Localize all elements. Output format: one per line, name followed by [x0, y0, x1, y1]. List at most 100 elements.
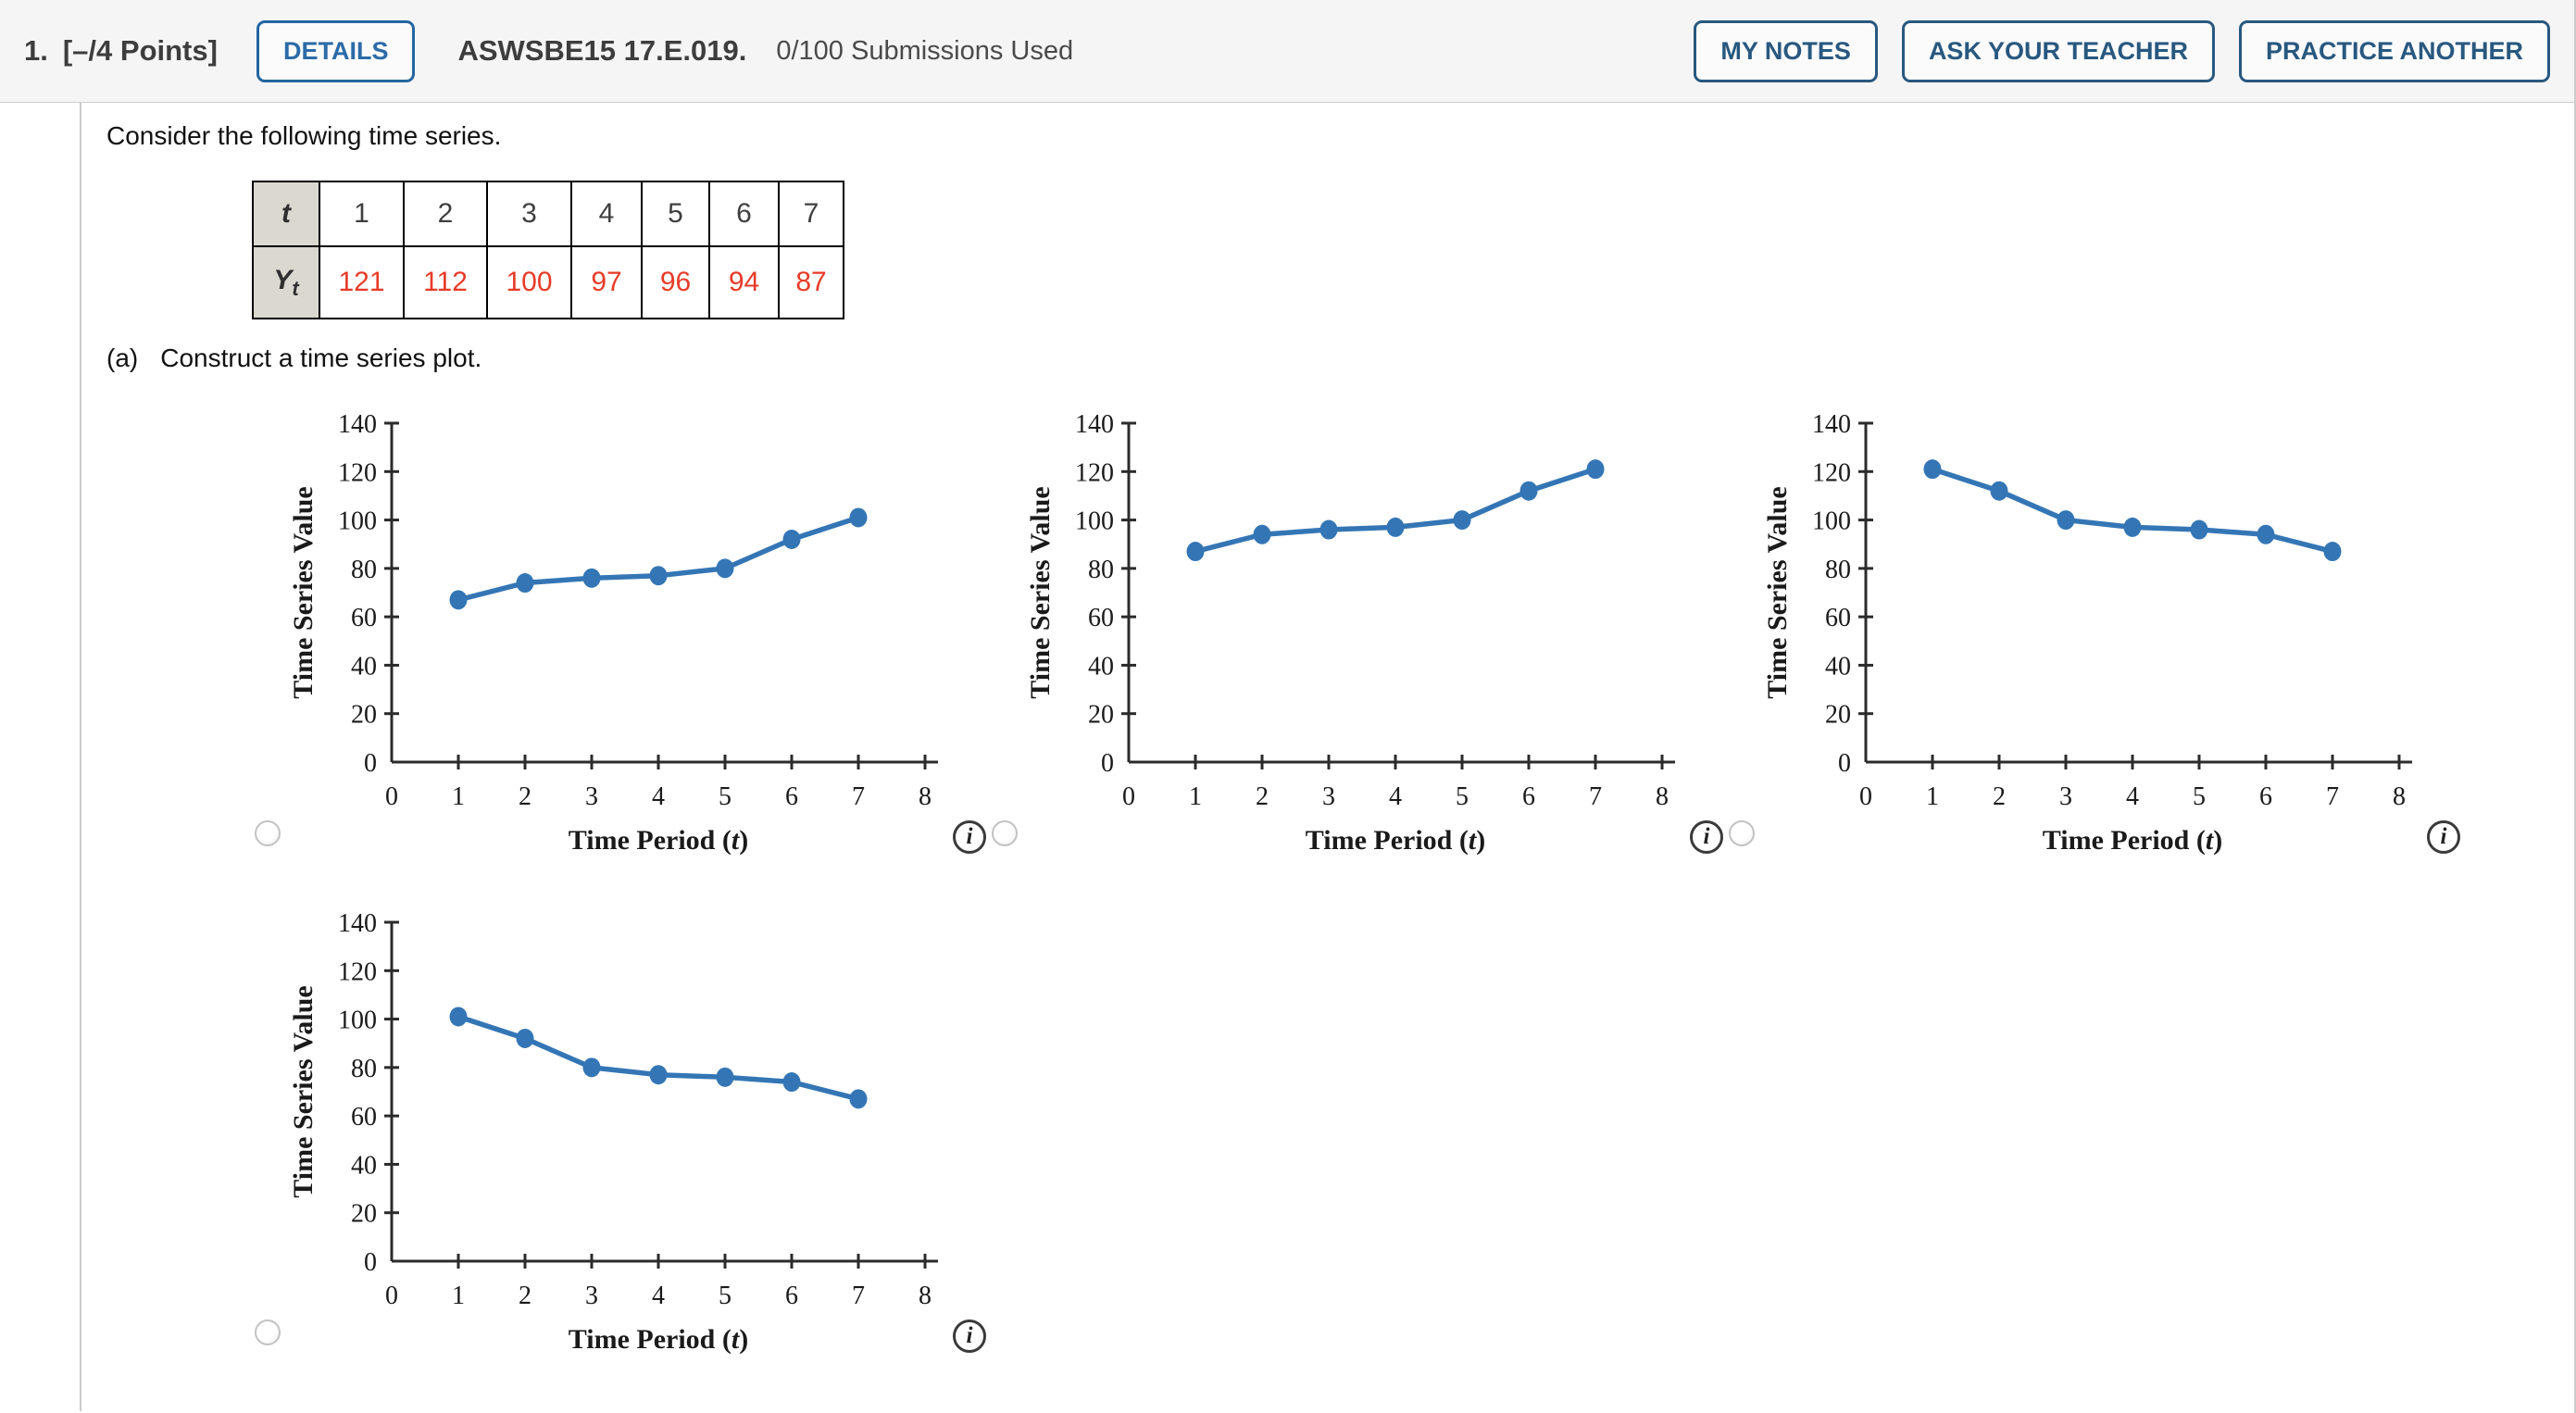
data-point: [2323, 542, 2342, 562]
x-tick-label: 2: [519, 782, 531, 811]
x-tick-label: 6: [1522, 782, 1535, 811]
x-tick-label: 0: [1859, 782, 1872, 811]
data-point: [1923, 459, 1942, 480]
x-tick-label: 0: [385, 1282, 398, 1310]
data-point: [716, 558, 734, 579]
y-tick-label: 100: [338, 507, 377, 536]
x-tick-label: 4: [652, 1282, 665, 1310]
x-tick-label: 2: [1993, 782, 2006, 811]
data-point: [649, 566, 668, 586]
t-value-cell: 2: [403, 181, 488, 247]
x-tick-label: 5: [719, 1282, 732, 1310]
data-point: [2123, 517, 2142, 537]
y-tick-label: 0: [1101, 749, 1114, 778]
table-row-y: Yt 121 112 100 97 96 94 87: [252, 245, 844, 319]
info-icon[interactable]: i: [953, 1319, 986, 1353]
question-header-bar: 1. [–/4 Points] DETAILS ASWSBE15 17.E.01…: [0, 0, 2574, 103]
x-tick-label: 2: [1256, 782, 1269, 811]
header-action-buttons: MY NOTES ASK YOUR TEACHER PRACTICE ANOTH…: [1694, 19, 2550, 82]
details-button[interactable]: DETAILS: [256, 19, 416, 82]
y-subscript: t: [292, 276, 299, 300]
x-tick-label: 0: [1122, 782, 1135, 811]
part-a: (a) Construct a time series plot.: [106, 344, 2574, 373]
y-tick-label: 120: [338, 957, 377, 986]
y-tick-label: 80: [1825, 556, 1851, 584]
data-point: [782, 529, 801, 549]
data-point: [649, 1065, 668, 1085]
data-point: [516, 573, 534, 594]
t-value-cell: 3: [486, 181, 572, 247]
assignment-code: ASWSBE15 17.E.019.: [457, 34, 747, 67]
info-icon[interactable]: i: [2427, 820, 2460, 854]
x-tick-label: 5: [2193, 782, 2206, 811]
x-tick-label: 5: [719, 782, 732, 811]
data-point: [449, 1007, 468, 1027]
data-point: [716, 1067, 734, 1087]
x-tick-label: 6: [785, 1282, 798, 1310]
question-number: 1.: [24, 34, 48, 67]
plot-option-radio[interactable]: [1729, 820, 1755, 846]
plot-option-radio[interactable]: [992, 820, 1018, 846]
plot-option-radio[interactable]: [255, 820, 281, 846]
x-tick-label: 7: [852, 1282, 865, 1310]
practice-another-button[interactable]: PRACTICE ANOTHER: [2238, 19, 2550, 82]
time-series-plot: 0 20 40 60 80 100 120 140 0 1 2 3 4 5 6 7 8 Time Series V…: [288, 410, 938, 856]
y-tick-label: 80: [351, 1055, 377, 1083]
x-tick-label: 2: [519, 1282, 531, 1310]
y-axis-title: Time Series Value: [288, 985, 319, 1197]
y-tick-label: 20: [351, 1200, 377, 1229]
x-axis-title: Time Period (t): [569, 1324, 748, 1355]
x-axis-title: Time Period (t): [569, 825, 748, 856]
axes: [384, 920, 938, 1269]
y-symbol: Y: [273, 264, 293, 295]
x-tick-label: 6: [785, 782, 798, 811]
y-tick-label: 40: [1088, 652, 1114, 681]
data-point: [849, 1089, 868, 1109]
x-tick-label: 8: [1656, 782, 1669, 811]
t-value-cell: 4: [570, 181, 643, 247]
t-value-cell: 1: [319, 181, 405, 247]
y-tick-label: 0: [364, 1248, 377, 1277]
data-series: [449, 1007, 868, 1109]
axis-labels: 0 20 40 60 80 100 120 140 0 1 2 3 4 5 6 7 8 Time Series V…: [1025, 410, 1669, 856]
plot-option-radio[interactable]: [255, 1319, 281, 1345]
y-tick-label: 60: [351, 1103, 377, 1132]
y-value-cell: 97: [570, 245, 643, 319]
data-point: [1453, 510, 1471, 531]
intro-text: Consider the following time series.: [106, 121, 502, 150]
part-a-label: (a): [106, 344, 139, 372]
x-tick-label: 1: [1189, 782, 1202, 811]
x-tick-label: 7: [2326, 782, 2339, 811]
y-tick-label: 120: [1812, 458, 1851, 487]
data-series: [449, 507, 868, 610]
data-point: [2190, 519, 2208, 540]
data-point: [2057, 510, 2075, 531]
data-point: [582, 1057, 601, 1078]
ask-your-teacher-button[interactable]: ASK YOUR TEACHER: [1901, 19, 2215, 82]
axes: [384, 421, 938, 769]
x-tick-label: 4: [2126, 782, 2139, 811]
info-icon[interactable]: i: [1690, 820, 1723, 854]
data-point: [1386, 517, 1405, 537]
axes: [1121, 421, 1675, 769]
data-point: [2257, 524, 2275, 544]
y-tick-label: 40: [351, 652, 377, 681]
y-tick-label: 0: [1838, 749, 1851, 778]
x-tick-label: 0: [385, 782, 398, 811]
y-tick-label: 140: [338, 410, 377, 439]
y-tick-label: 0: [364, 749, 377, 778]
x-tick-label: 3: [1322, 782, 1335, 811]
x-tick-label: 3: [585, 1282, 598, 1310]
x-tick-label: 8: [2393, 782, 2406, 811]
info-icon[interactable]: i: [953, 820, 986, 854]
data-point: [516, 1028, 534, 1048]
my-notes-button[interactable]: MY NOTES: [1694, 19, 1878, 82]
plot-option-3: 0 20 40 60 80 100 120 140 0 1 2 3 4 5 6 7 8 Time Series V…: [1729, 395, 2466, 869]
y-value-cell: 96: [641, 245, 710, 319]
data-point: [1519, 481, 1538, 501]
y-tick-label: 100: [1075, 507, 1114, 536]
y-tick-label: 120: [1075, 458, 1114, 487]
